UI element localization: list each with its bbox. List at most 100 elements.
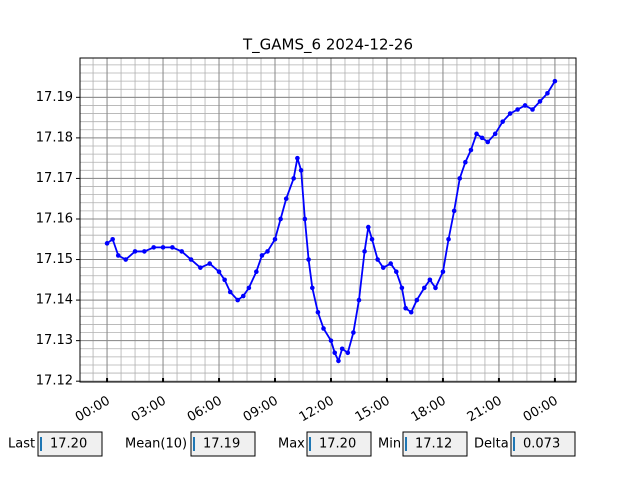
data-point xyxy=(115,253,121,258)
chart-title: T_GAMS_6 2024-12-26 xyxy=(242,36,413,55)
data-point xyxy=(421,285,427,291)
data-point xyxy=(332,350,338,356)
control-label: Delta xyxy=(474,437,509,452)
y-tick-label: 17.18 xyxy=(36,130,73,145)
data-point xyxy=(222,277,227,283)
data-point xyxy=(298,168,304,173)
data-point xyxy=(278,216,283,222)
data-point xyxy=(393,269,399,275)
text-box-frame xyxy=(306,431,372,457)
text-box-value: 0.073 xyxy=(523,437,560,452)
data-point xyxy=(246,285,252,291)
data-point xyxy=(160,245,166,250)
text-box[interactable]: 17.20 xyxy=(37,431,103,457)
data-point xyxy=(110,236,115,242)
data-point xyxy=(265,249,270,254)
data-point xyxy=(485,139,491,145)
data-point xyxy=(552,78,558,84)
text-box-value: 17.20 xyxy=(319,437,356,452)
data-point xyxy=(463,159,468,165)
data-point xyxy=(375,257,380,262)
data-point xyxy=(259,253,265,258)
data-point xyxy=(474,131,479,137)
data-point xyxy=(440,269,446,275)
data-point xyxy=(328,338,334,343)
data-point xyxy=(345,350,351,356)
y-tick-label: 17.14 xyxy=(36,293,73,308)
data-point xyxy=(451,208,457,214)
data-point xyxy=(380,265,386,270)
data-point xyxy=(366,224,371,230)
data-point xyxy=(336,358,341,364)
text-box[interactable]: 17.19 xyxy=(190,431,256,457)
data-point xyxy=(123,257,129,262)
text-box[interactable]: 0.073 xyxy=(510,431,576,457)
data-point xyxy=(433,285,438,291)
data-point xyxy=(356,297,362,303)
data-point xyxy=(362,249,367,254)
data-point xyxy=(479,135,485,141)
data-point xyxy=(291,176,296,181)
data-point xyxy=(302,216,308,222)
data-point xyxy=(306,257,311,262)
y-tick-label: 17.19 xyxy=(36,90,73,105)
text-box-value: 17.12 xyxy=(415,437,452,452)
control-label: Min xyxy=(378,437,401,452)
data-point xyxy=(207,261,212,266)
control-label: Max xyxy=(278,437,305,452)
data-point xyxy=(446,236,451,242)
control-label: Last xyxy=(8,437,35,452)
data-point xyxy=(235,297,240,303)
data-point xyxy=(339,346,345,352)
data-point xyxy=(388,261,393,266)
data-point xyxy=(310,285,315,291)
data-point xyxy=(104,241,110,246)
text-box-frame xyxy=(190,431,256,457)
data-point xyxy=(427,277,433,283)
data-point xyxy=(408,309,414,315)
data-point xyxy=(399,285,405,291)
text-box-frame xyxy=(510,431,576,457)
text-box-frame xyxy=(402,431,468,457)
data-point xyxy=(500,119,505,124)
data-point xyxy=(414,297,420,303)
text-box[interactable]: 17.12 xyxy=(402,431,468,457)
data-point xyxy=(198,265,203,270)
data-point xyxy=(315,309,321,315)
control-label: Mean(10) xyxy=(125,437,187,452)
data-point xyxy=(179,249,185,254)
data-point xyxy=(515,107,520,112)
data-point xyxy=(132,249,138,254)
data-point xyxy=(240,293,246,299)
data-point xyxy=(545,90,550,96)
plot-frame xyxy=(79,57,577,383)
data-point xyxy=(295,155,300,161)
y-tick-label: 17.12 xyxy=(36,374,73,389)
data-point xyxy=(188,257,194,262)
data-point xyxy=(321,326,326,331)
data-point xyxy=(537,99,543,104)
y-tick-label: 17.15 xyxy=(36,252,73,267)
text-box-frame xyxy=(37,431,103,457)
data-point xyxy=(369,236,375,242)
data-point xyxy=(151,245,157,250)
data-point xyxy=(403,305,408,311)
text-box[interactable]: 17.20 xyxy=(306,431,372,457)
y-tick-label: 17.17 xyxy=(36,171,73,186)
text-box-value: 17.20 xyxy=(50,437,87,452)
y-tick-label: 17.16 xyxy=(36,211,73,226)
data-point xyxy=(142,249,147,254)
data-point xyxy=(227,289,233,295)
data-point xyxy=(216,269,222,275)
y-tick-label: 17.13 xyxy=(36,333,73,348)
data-point xyxy=(507,111,513,116)
data-point xyxy=(351,330,356,335)
data-point xyxy=(170,245,175,250)
data-point xyxy=(522,103,528,108)
data-point xyxy=(457,176,463,181)
data-point xyxy=(530,107,535,112)
data-point xyxy=(492,131,498,137)
data-point xyxy=(283,196,289,202)
text-box-value: 17.19 xyxy=(203,437,240,452)
